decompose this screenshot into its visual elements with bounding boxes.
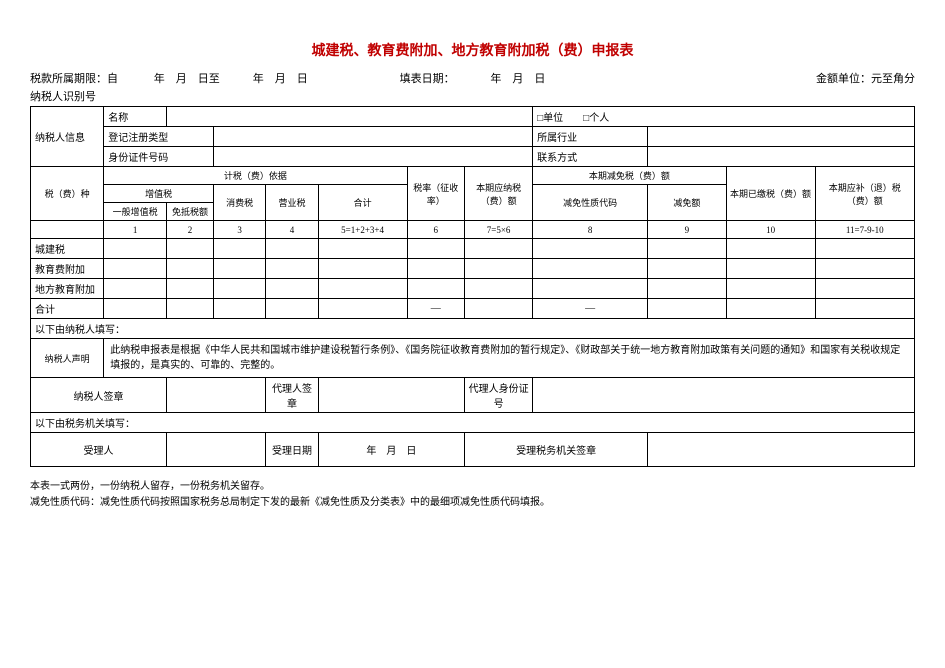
footer-line-1: 本表一式两份，一份纳税人留存，一份税务机关留存。 [30,479,915,495]
signature-row: 纳税人签章 代理人签章 代理人身份证号 [31,378,915,413]
contact-value[interactable] [648,147,915,167]
row-city-tax: 城建税 [31,239,915,259]
section-taxpayer: 以下由纳税人填写： [31,319,915,339]
declaration-label: 纳税人声明 [31,339,104,378]
col-payable: 本期应纳税（费）额 [465,167,533,221]
col-consumption: 消费税 [214,185,266,221]
fill-date-label: 填表日期： [400,73,455,85]
period-label: 税款所属期限：自 [30,73,118,85]
period-section: 税款所属期限：自 年 月 日至 年 月 日 [30,70,325,86]
row-edu-surcharge: 教育费附加 [31,259,915,279]
declaration-text: 此纳税申报表是根据《中华人民共和国城市维护建设税暂行条例》、《国务院征收教育费附… [104,339,915,378]
footer-line-2: 减免性质代码：减免性质代码按照国家税务总局制定下发的最新《减免性质及分类表》中的… [30,495,915,511]
accept-date-value[interactable]: 年 月 日 [318,433,464,467]
info-row-reg: 登记注册类型 所属行业 [31,127,915,147]
agent-seal-label: 代理人签章 [266,378,318,413]
authority-seal-value[interactable] [648,433,915,467]
header-row-1: 税款所属期限：自 年 月 日至 年 月 日 填表日期： 年 月 日 金额单位：元… [30,70,915,86]
col-taxtype: 税（费）种 [31,167,104,221]
taxpayer-info-label: 纳税人信息 [31,107,104,167]
agent-id-label: 代理人身份证号 [465,378,533,413]
industry-value[interactable] [648,127,915,147]
section-authority: 以下由税务机关填写： [31,413,915,433]
col-basis: 计税（费）依据 [104,167,407,185]
agent-id-value[interactable] [533,378,915,413]
taxpayer-seal-label: 纳税人签章 [31,378,167,413]
col-refund: 本期应补（退）税（费）额 [815,167,914,221]
col-redcode: 减免性质代码 [533,185,648,221]
col-vat: 增值税 [104,185,214,203]
agent-seal-value[interactable] [318,378,464,413]
amount-unit: 金额单位：元至角分 [620,70,915,86]
taxpayer-id-label: 纳税人识别号 [30,88,915,104]
col-rate: 税率（征收率） [407,167,465,221]
col-redamt: 减免额 [648,185,726,221]
authority-row: 受理人 受理日期 年 月 日 受理税务机关签章 [31,433,915,467]
acceptor-value[interactable] [166,433,265,467]
contact-label: 联系方式 [533,147,648,167]
main-table: 纳税人信息 名称 □单位 □个人 登记注册类型 所属行业 身份证件号码 联系方式… [30,106,915,467]
declaration-row: 纳税人声明 此纳税申报表是根据《中华人民共和国城市维护建设税暂行条例》、《国务院… [31,339,915,378]
col-reduction: 本期减免税（费）额 [533,167,727,185]
taxpayer-seal-value[interactable] [166,378,265,413]
col-exempt-vat: 免抵税额 [166,203,213,221]
entity-type[interactable]: □单位 □个人 [533,107,915,127]
idnum-label: 身份证件号码 [104,147,214,167]
col-nums: 1 2 3 4 5=1+2+3+4 6 7=5×6 8 9 10 11=7-9-… [31,221,915,239]
fill-date-section: 填表日期： 年 月 日 [325,70,620,86]
row-total: 合计 — — [31,299,915,319]
idnum-value[interactable] [214,147,533,167]
col-general-vat: 一般增值税 [104,203,167,221]
authority-seal-label: 受理税务机关签章 [465,433,648,467]
reg-type-value[interactable] [214,127,533,147]
industry-label: 所属行业 [533,127,648,147]
footer-notes: 本表一式两份，一份纳税人留存，一份税务机关留存。 减免性质代码：减免性质代码按照… [30,479,915,511]
name-label: 名称 [104,107,167,127]
name-value[interactable] [166,107,532,127]
col-business: 营业税 [266,185,318,221]
info-row-name: 纳税人信息 名称 □单位 □个人 [31,107,915,127]
row-local-edu: 地方教育附加 [31,279,915,299]
accept-date-label: 受理日期 [266,433,318,467]
form-title: 城建税、教育费附加、地方教育附加税（费）申报表 [30,40,915,60]
info-row-id: 身份证件号码 联系方式 [31,147,915,167]
reg-type-label: 登记注册类型 [104,127,214,147]
col-paid: 本期已缴税（费）额 [726,167,815,221]
acceptor-label: 受理人 [31,433,167,467]
col-header-1: 税（费）种 计税（费）依据 税率（征收率） 本期应纳税（费）额 本期减免税（费）… [31,167,915,185]
col-subtotal: 合计 [318,185,407,221]
